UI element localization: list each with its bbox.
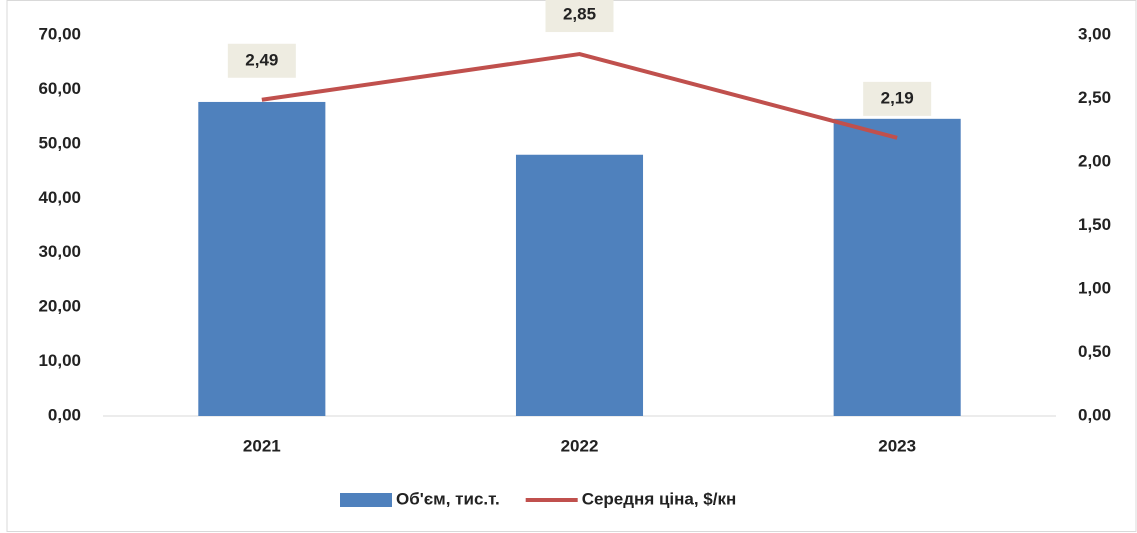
y2-tick-label: 1,00 [1078,278,1111,297]
y-tick-label: 70,00 [38,24,81,43]
y2-tick-label: 0,50 [1078,342,1111,361]
legend-swatch [340,493,392,507]
y2-tick-label: 2,00 [1078,151,1111,170]
x-tick-label: 2022 [561,436,599,455]
bar [515,154,644,416]
bar [833,118,961,416]
x-tick-label: 2021 [243,436,281,455]
y-tick-label: 50,00 [38,133,81,152]
y2-tick-label: 0,00 [1078,405,1111,424]
y2-tick-label: 3,00 [1078,24,1111,43]
data-label: 2,19 [881,88,914,107]
y2-tick-label: 2,50 [1078,88,1111,107]
y-tick-label: 0,00 [48,405,81,424]
y2-tick-label: 1,50 [1078,215,1111,234]
y-tick-label: 20,00 [38,297,81,316]
legend-label: Об'єм, тис.т. [396,489,500,508]
y-tick-label: 10,00 [38,351,81,370]
y-tick-label: 40,00 [38,188,81,207]
bar [198,101,326,416]
y-tick-label: 60,00 [38,79,81,98]
x-tick-label: 2023 [878,436,916,455]
legend-label: Середня ціна, $/кн [582,489,737,508]
data-label-box [545,0,614,33]
data-label-box [227,43,296,78]
data-label: 2,85 [563,5,596,24]
data-label: 2,49 [245,50,278,69]
data-label-box [863,81,932,116]
y-tick-label: 30,00 [38,242,81,261]
line [261,52,898,140]
